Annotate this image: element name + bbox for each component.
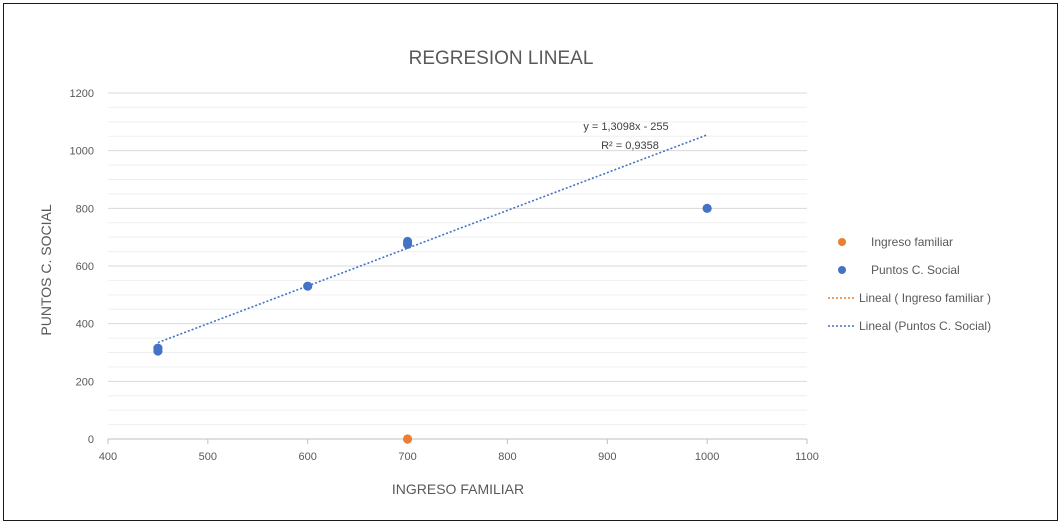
data-point [402, 236, 413, 247]
trendlines [157, 134, 708, 344]
legend-label: Puntos C. Social [871, 263, 960, 277]
y-tick-label: 800 [76, 203, 94, 215]
y-tick-label: 400 [76, 319, 94, 331]
legend-label: Lineal (Puntos C. Social) [859, 319, 991, 333]
x-tick-label: 1000 [695, 451, 719, 463]
trendline [157, 134, 708, 344]
x-tick-labels: 400 500 600 700 800 900 1000 1100 [99, 451, 819, 463]
x-tick-label: 900 [598, 451, 616, 463]
chart-frame: REGRESION LINEAL 400 500 600 700 800 900 1000 1… [3, 3, 1058, 521]
legend: Ingreso familiar Puntos C. Social Lineal (… [828, 235, 991, 333]
x-tick-label: 700 [398, 451, 416, 463]
x-tick-label: 500 [199, 451, 217, 463]
x-tick-label: 1100 [795, 451, 819, 463]
data-point [303, 281, 313, 291]
x-tick-label: 800 [498, 451, 516, 463]
x-axis-title: INGRESO FAMILIAR [392, 481, 524, 497]
chart-svg: REGRESION LINEAL 400 500 600 700 800 900 1000 1… [38, 48, 991, 497]
legend-label: Ingreso familiar [871, 235, 953, 249]
trendline-equation: y = 1,3098x - 255 [583, 121, 668, 133]
data-points [153, 203, 712, 444]
legend-marker [838, 238, 846, 246]
chart-title: REGRESION LINEAL [409, 48, 594, 69]
legend-label: Lineal ( Ingreso familiar ) [859, 291, 991, 305]
legend-marker [838, 266, 846, 274]
x-tick-label: 600 [299, 451, 317, 463]
y-tick-labels: 0 200 400 600 800 1000 1200 [70, 88, 94, 446]
y-tick-label: 1200 [70, 88, 94, 100]
y-tick-label: 200 [76, 376, 94, 388]
gridlines [107, 92, 808, 444]
y-tick-label: 600 [76, 261, 94, 273]
x-tick-label: 400 [99, 451, 117, 463]
data-point [402, 434, 413, 444]
y-tick-label: 0 [88, 434, 94, 446]
y-tick-label: 1000 [70, 146, 94, 158]
data-point [153, 343, 163, 353]
trendline-r2: R² = 0,9358 [601, 140, 659, 152]
y-axis-title: PUNTOS C. SOCIAL [38, 204, 54, 335]
data-point [702, 203, 712, 213]
